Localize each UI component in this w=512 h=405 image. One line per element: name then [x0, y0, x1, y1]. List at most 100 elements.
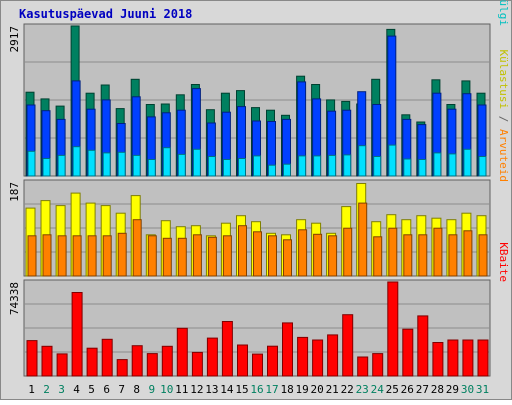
- x-tick-label-12: 12: [190, 383, 203, 396]
- bar-visitors-arvuteid-8: [132, 219, 142, 277]
- x-tick-label-10: 10: [160, 383, 173, 396]
- bar-visits-lehekülgi-18: [283, 163, 291, 177]
- series-faile: [26, 35, 487, 177]
- bar-kbytes-kbaite-30: [462, 339, 474, 377]
- legend-entry: Külastusi: [497, 50, 510, 110]
- x-tick-label-1: 1: [28, 383, 35, 396]
- bar-visits-lehekülgi-11: [177, 153, 186, 177]
- bar-visitors-arvuteid-31: [478, 234, 488, 277]
- x-tick-label-16: 16: [250, 383, 263, 396]
- bar-visitors-arvuteid-28: [433, 227, 443, 277]
- bar-visitors-arvuteid-7: [117, 232, 127, 277]
- x-tick-label-26: 26: [401, 383, 414, 396]
- bar-visits-lehekülgi-15: [238, 158, 246, 177]
- x-tick-label-15: 15: [235, 383, 248, 396]
- bar-kbytes-kbaite-3: [56, 353, 68, 377]
- bar-visits-lehekülgi-29: [448, 153, 457, 177]
- x-tick-label-7: 7: [118, 383, 125, 396]
- x-tick-label-31: 31: [476, 383, 489, 396]
- chart-title: Kasutuspäevad Juuni 2018: [19, 7, 192, 21]
- bar-visits-lehekülgi-27: [418, 159, 427, 177]
- bar-visitors-arvuteid-19: [298, 229, 308, 277]
- x-tick-label-14: 14: [220, 383, 234, 396]
- bar-visitors-arvuteid-20: [313, 233, 323, 277]
- x-tick-label-9: 9: [148, 383, 155, 396]
- bar-kbytes-kbaite-12: [191, 351, 203, 377]
- x-tick-label-8: 8: [133, 383, 140, 396]
- bar-kbytes-kbaite-1: [26, 340, 38, 377]
- bar-kbytes-kbaite-18: [282, 322, 293, 377]
- bar-kbytes-kbaite-13: [206, 337, 218, 377]
- legend-entry: KBaite: [497, 242, 510, 282]
- x-tick-label-4: 4: [73, 383, 80, 396]
- x-tick-label-13: 13: [205, 383, 218, 396]
- bar-kbytes-kbaite-19: [297, 336, 309, 377]
- bar-kbytes-kbaite-2: [41, 345, 53, 377]
- bar-visitors-arvuteid-11: [177, 237, 187, 277]
- bar-visitors-arvuteid-12: [192, 234, 202, 277]
- bar-visits-lehekülgi-22: [343, 154, 352, 177]
- bar-visits-lehekülgi-28: [433, 152, 442, 177]
- x-tick-label-6: 6: [103, 383, 110, 396]
- bar-kbytes-kbaite-10: [161, 345, 173, 377]
- x-tick-label-24: 24: [371, 383, 385, 396]
- bar-kbytes-kbaite-9: [146, 353, 158, 377]
- bar-visitors-arvuteid-4: [72, 235, 82, 277]
- x-tick-label-28: 28: [431, 383, 444, 396]
- bar-visitors-arvuteid-23: [358, 202, 368, 277]
- panel-visitors-ymax-label: 187: [8, 182, 21, 202]
- bar-visits-lehekülgi-19: [298, 155, 307, 177]
- panel-visitors: 187 Külastusi / Arvuteid: [8, 50, 510, 277]
- x-tick-label-27: 27: [416, 383, 429, 396]
- bar-visitors-arvuteid-18: [283, 239, 292, 277]
- bar-visitors-arvuteid-24: [373, 236, 383, 277]
- panel-visits-ymax-label: 2917: [8, 26, 21, 53]
- bar-visitors-arvuteid-2: [42, 234, 52, 277]
- series-lehekülgi: [27, 144, 487, 177]
- bar-visits-lehekülgi-7: [117, 151, 126, 177]
- bar-visitors-arvuteid-30: [463, 230, 473, 277]
- bar-kbytes-kbaite-20: [312, 339, 324, 377]
- series-kbaite: [26, 281, 489, 377]
- x-tick-label-30: 30: [461, 383, 474, 396]
- legend-entry: Arvuteid: [497, 129, 510, 182]
- bar-visitors-arvuteid-22: [343, 227, 353, 277]
- bar-visitors-arvuteid-9: [147, 235, 157, 277]
- x-tick-label-25: 25: [386, 383, 399, 396]
- bar-visits-lehekülgi-20: [313, 155, 322, 177]
- panel-kbytes-ymax-label: 74338: [8, 282, 21, 315]
- bar-visits-lehekülgi-16: [253, 155, 261, 177]
- bar-kbytes-kbaite-24: [372, 353, 384, 377]
- x-tick-label-21: 21: [326, 383, 339, 396]
- bar-visitors-arvuteid-17: [268, 235, 277, 277]
- bar-visits-lehekülgi-30: [463, 148, 472, 177]
- bar-visitors-arvuteid-1: [27, 235, 37, 277]
- bar-kbytes-kbaite-11: [176, 327, 188, 377]
- bar-visits-lehekülgi-5: [87, 149, 96, 177]
- x-axis-labels: 1 2 3 4 5 6 7 8 9 10 11 12 13 14 15 16 17 18 19 20 21 22 23 24 2…: [28, 383, 489, 396]
- x-tick-label-11: 11: [175, 383, 188, 396]
- bar-kbytes-kbaite-26: [402, 328, 414, 377]
- bar-visits-lehekülgi-8: [132, 154, 141, 177]
- bar-visits-lehekülgi-25: [388, 144, 397, 177]
- bar-visitors-arvuteid-25: [388, 227, 398, 277]
- bar-visits-lehekülgi-31: [478, 156, 487, 177]
- bar-kbytes-kbaite-28: [432, 342, 444, 377]
- x-tick-label-22: 22: [341, 383, 354, 396]
- bar-visits-lehekülgi-17: [268, 164, 276, 177]
- bar-visitors-arvuteid-27: [418, 234, 428, 277]
- series-arvuteid: [27, 202, 488, 277]
- x-tick-label-19: 19: [295, 383, 308, 396]
- bar-visits-lehekülgi-10: [162, 147, 171, 177]
- legend-entry: Lehekülgi: [497, 0, 510, 26]
- bar-visits-lehekülgi-14: [222, 159, 231, 177]
- x-tick-label-2: 2: [43, 383, 50, 396]
- bar-visits-lehekülgi-13: [207, 156, 216, 177]
- panels-layer: 2917 Pöördumisi / Faile / Lehekülgi 187 Kül…: [8, 0, 510, 377]
- bar-visits-lehekülgi-1: [27, 150, 36, 177]
- bar-visits-lehekülgi-9: [147, 159, 156, 177]
- bar-visits-lehekülgi-4: [72, 146, 81, 177]
- x-tick-label-3: 3: [58, 383, 65, 396]
